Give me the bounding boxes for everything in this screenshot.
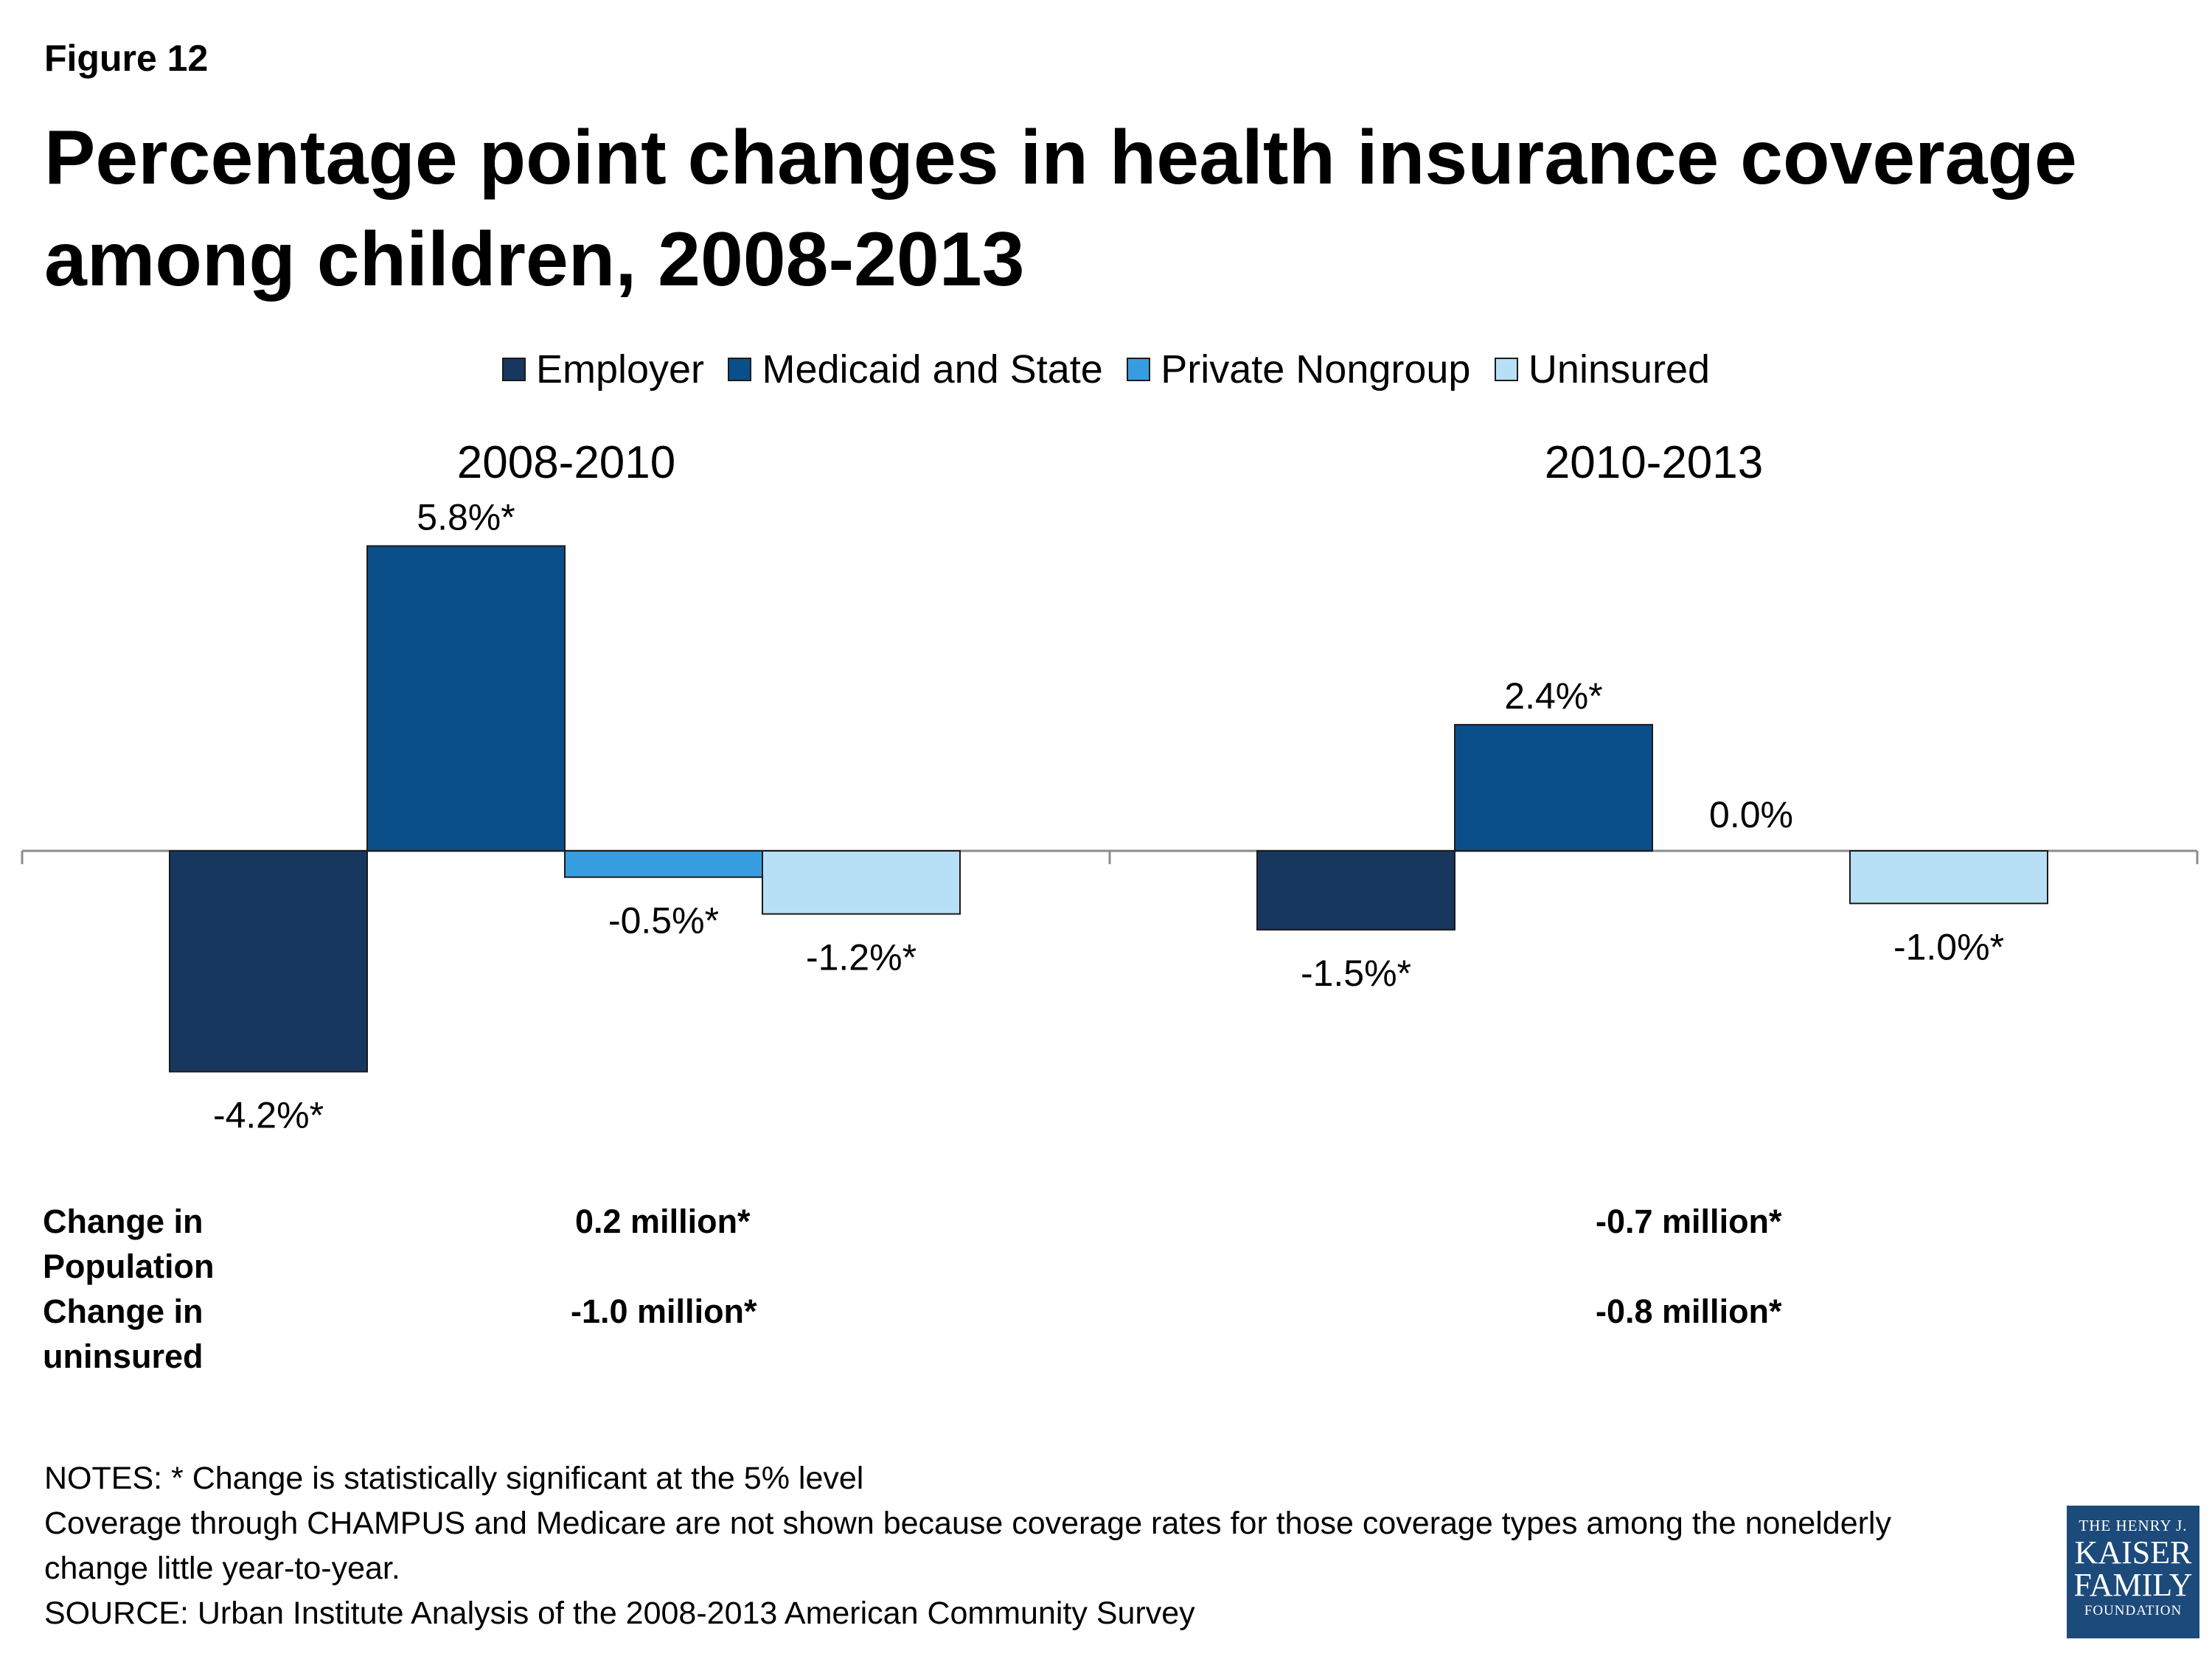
data-label: 2.4%* — [1504, 675, 1602, 717]
bar — [366, 545, 566, 852]
bar — [1454, 723, 1653, 852]
logo-line3: FAMILY — [2073, 1567, 2193, 1603]
source-line: SOURCE: Urban Institute Analysis of the … — [44, 1596, 1195, 1631]
chart-title: Percentage point changes in health insur… — [44, 115, 2077, 302]
population-label-line1: Change in — [43, 1203, 204, 1240]
logo-line2: KAISER — [2074, 1534, 2192, 1571]
uninsured-label-line1: Change in — [43, 1293, 204, 1330]
notes-line: NOTES: * Change is statistically signifi… — [44, 1461, 864, 1496]
legend-item-private: Private Nongroup — [1127, 347, 1470, 392]
legend-item-medicaid: Medicaid and State — [728, 347, 1103, 392]
legend-label-employer: Employer — [535, 347, 705, 392]
logo-line1: THE HENRY J. — [2079, 1517, 2188, 1534]
bar — [169, 850, 368, 1073]
bar-chart: 2008-2010 2010-2013 -4.2%* -1.5%* 5.8%* 2.4%*… — [21, 437, 2199, 1135]
population-label-line2: Population — [43, 1248, 215, 1285]
bar — [1256, 850, 1455, 931]
figure-label: Figure 12 — [44, 38, 209, 79]
legend: Employer Medicaid and State Private Nong… — [0, 347, 2212, 392]
notes: NOTES: * Change is statistically signifi… — [44, 1456, 2035, 1636]
notes-line: Coverage through CHAMPUS and Medicare ar… — [44, 1506, 1891, 1541]
uninsured-label-line2: uninsured — [43, 1338, 204, 1375]
data-label: 0.0% — [1709, 794, 1793, 835]
logo-line4: FOUNDATION — [2084, 1603, 2183, 1618]
category-label: 2010-2013 — [1545, 437, 1764, 488]
legend-swatch-private — [1127, 357, 1151, 381]
legend-swatch-employer — [501, 357, 526, 381]
data-label: -1.0%* — [1893, 926, 2004, 967]
data-label: -4.2%* — [213, 1094, 324, 1135]
legend-swatch-medicaid — [728, 357, 752, 381]
bar — [762, 850, 961, 915]
legend-swatch-uninsured — [1494, 357, 1518, 381]
category-label: 2008-2010 — [457, 437, 676, 488]
kff-logo: THE HENRY J. KAISER FAMILY FOUNDATION — [2067, 1506, 2199, 1638]
bar — [564, 850, 763, 878]
legend-item-employer: Employer — [501, 347, 705, 392]
data-label: -1.5%* — [1301, 953, 1411, 994]
data-label: -0.5%* — [608, 900, 719, 942]
uninsured-value-2008-2010: -1.0 million* — [571, 1293, 757, 1330]
legend-label-medicaid: Medicaid and State — [762, 347, 1103, 392]
population-row-label: Change in Population — [43, 1199, 214, 1289]
bar — [1849, 850, 2048, 905]
uninsured-row-label: Change in uninsured — [43, 1289, 204, 1379]
notes-line: change little year-to-year. — [44, 1551, 400, 1586]
data-label: -1.2%* — [806, 937, 917, 978]
legend-label-uninsured: Uninsured — [1528, 347, 1711, 392]
legend-item-uninsured: Uninsured — [1494, 347, 1711, 392]
population-value-2008-2010: 0.2 million* — [575, 1203, 751, 1240]
uninsured-value-2010-2013: -0.8 million* — [1596, 1293, 1782, 1330]
legend-label-private: Private Nongroup — [1161, 347, 1471, 392]
population-value-2010-2013: -0.7 million* — [1596, 1203, 1782, 1240]
data-label: 5.8%* — [417, 496, 515, 538]
